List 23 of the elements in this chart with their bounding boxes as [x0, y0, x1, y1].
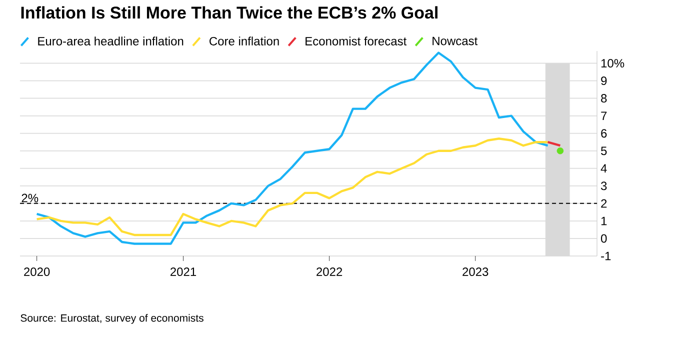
chart-title: Inflation Is Still More Than Twice the ECB’s 2% Goal: [21, 6, 438, 19]
legend-label: Core inflation: [210, 36, 279, 46]
y-tick-label: 2: [601, 199, 607, 208]
y-tick-label: 6: [601, 129, 607, 138]
x-tick-label: 2023: [462, 268, 488, 276]
legend-label: Euro-area headline inflation: [38, 36, 184, 46]
source-note: Source: Eurostat, survey of economists: [20, 314, 204, 324]
ref-line-label: 2%: [22, 194, 38, 202]
x-tick-label: 2022: [316, 268, 342, 276]
y-tick-label: 10%: [601, 59, 624, 68]
y-tick-label: 7: [601, 112, 607, 120]
y-tick-label: 9: [601, 76, 607, 86]
y-tick-label: -1: [601, 252, 611, 260]
x-tick-label: 2021: [170, 268, 196, 276]
x-tick-label: 2020: [24, 268, 50, 276]
y-tick-label: 1: [601, 216, 607, 226]
legend-label: Economist forecast: [306, 36, 407, 46]
legend-label: Nowcast: [432, 36, 478, 46]
y-tick-label: 0: [600, 234, 607, 243]
y-tick-label: 3: [600, 182, 607, 190]
y-tick-label: 5: [601, 146, 607, 156]
y-tick-label: 8: [601, 94, 607, 103]
y-tick-label: 4: [600, 164, 607, 173]
